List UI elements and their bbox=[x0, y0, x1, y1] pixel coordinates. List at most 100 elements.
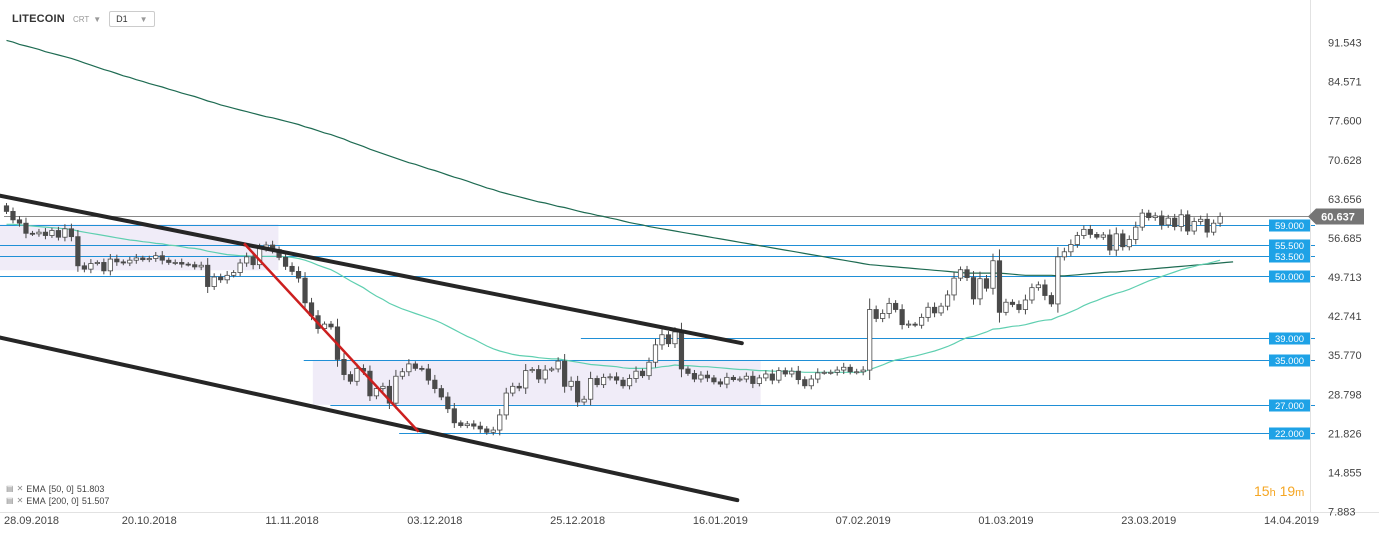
candle bbox=[685, 366, 691, 376]
candle bbox=[665, 331, 672, 348]
candle-body bbox=[1133, 226, 1139, 240]
candle bbox=[841, 362, 847, 375]
close-icon[interactable]: ✕ bbox=[16, 496, 24, 505]
candle bbox=[1035, 281, 1042, 291]
source-selector[interactable]: CRT ▼ bbox=[73, 15, 101, 24]
candle-body bbox=[678, 331, 685, 370]
level-label: 53.500 bbox=[1275, 252, 1304, 263]
y-tick-label: 91.543 bbox=[1328, 38, 1362, 50]
level-label-bg bbox=[1269, 250, 1310, 263]
candle-body bbox=[523, 370, 529, 389]
candle-body bbox=[562, 360, 568, 387]
level-label: 22.000 bbox=[1275, 429, 1304, 440]
y-tick-label: 84.571 bbox=[1328, 77, 1362, 89]
legend-ema200[interactable]: ▤ ✕ EMA [200, 0] 51.507 bbox=[6, 495, 109, 507]
candle bbox=[231, 270, 237, 278]
caret-down-icon: ▼ bbox=[93, 14, 102, 24]
candle bbox=[1126, 235, 1132, 251]
menu-icon[interactable]: ▤ bbox=[6, 484, 14, 493]
level-label-bg bbox=[1269, 219, 1310, 232]
candle bbox=[854, 368, 860, 375]
candle-body bbox=[834, 369, 840, 373]
candle bbox=[295, 266, 302, 283]
candle bbox=[1068, 239, 1074, 257]
candle bbox=[1061, 247, 1067, 261]
menu-icon[interactable]: ▤ bbox=[6, 496, 14, 505]
candle bbox=[198, 261, 204, 271]
candle bbox=[1152, 212, 1158, 221]
candle-body bbox=[1211, 222, 1217, 233]
candle-body bbox=[717, 381, 724, 385]
candle bbox=[1133, 221, 1139, 245]
candle-body bbox=[451, 408, 457, 424]
candle-body bbox=[1178, 214, 1184, 227]
candle bbox=[237, 258, 243, 277]
candle-body bbox=[536, 369, 542, 380]
candle-body bbox=[282, 256, 289, 267]
legend-params: [50, 0] bbox=[48, 484, 74, 494]
candle-body bbox=[756, 377, 762, 384]
candle-body bbox=[399, 371, 405, 377]
legend-ema50[interactable]: ▤ ✕ EMA [50, 0] 51.803 bbox=[6, 483, 109, 495]
candle bbox=[1211, 219, 1217, 236]
candle-body bbox=[1204, 218, 1210, 233]
y-tick-label: 70.628 bbox=[1328, 155, 1362, 167]
last-price-label: 60.637 bbox=[1321, 212, 1355, 224]
candle bbox=[341, 353, 347, 381]
candle-body bbox=[808, 378, 814, 387]
candle bbox=[1048, 292, 1054, 307]
candle-body bbox=[886, 302, 892, 314]
candle bbox=[575, 375, 581, 407]
countdown-hours-unit: h bbox=[1269, 487, 1276, 499]
channel-line bbox=[0, 193, 744, 346]
candle bbox=[516, 382, 522, 392]
candle-body bbox=[101, 262, 107, 272]
candle-body bbox=[672, 331, 678, 345]
candle-body bbox=[490, 429, 496, 433]
candle-body bbox=[166, 259, 172, 263]
candle-body bbox=[179, 262, 185, 265]
candle-body bbox=[393, 375, 399, 404]
candle-body bbox=[1217, 216, 1223, 224]
legend-value: 51.803 bbox=[76, 484, 105, 494]
candle bbox=[282, 253, 289, 270]
range-box bbox=[0, 224, 279, 271]
candle bbox=[88, 259, 94, 274]
close-icon[interactable]: ✕ bbox=[16, 484, 24, 493]
candle-body bbox=[289, 265, 295, 272]
candle-body bbox=[75, 236, 81, 267]
candle bbox=[16, 216, 23, 227]
candle-body bbox=[1009, 301, 1016, 305]
candle bbox=[477, 421, 483, 433]
candle-body bbox=[983, 278, 990, 289]
candle-body bbox=[1165, 217, 1171, 226]
candle bbox=[42, 228, 49, 240]
trend-line bbox=[243, 242, 420, 433]
x-tick-label: 01.03.2019 bbox=[978, 515, 1033, 527]
candle-body bbox=[990, 260, 996, 289]
candle bbox=[432, 374, 438, 394]
candle-body bbox=[782, 370, 788, 375]
candle bbox=[1003, 298, 1009, 316]
candle-body bbox=[42, 231, 49, 236]
candle-body bbox=[639, 370, 646, 377]
source-label: CRT bbox=[72, 14, 90, 24]
candle-body bbox=[821, 371, 827, 374]
candle-body bbox=[626, 378, 633, 387]
candle bbox=[893, 300, 899, 313]
timeframe-selector[interactable]: D1 ▼ bbox=[109, 11, 155, 27]
candle bbox=[133, 253, 139, 264]
candle bbox=[75, 229, 81, 272]
candle bbox=[594, 375, 600, 388]
candle-body bbox=[529, 369, 535, 372]
candle-body bbox=[880, 313, 886, 319]
candle bbox=[815, 368, 821, 384]
candle-body bbox=[127, 259, 133, 264]
candle bbox=[1172, 213, 1178, 231]
candle-body bbox=[1003, 301, 1009, 313]
candle bbox=[1107, 229, 1113, 256]
candle-body bbox=[588, 378, 594, 400]
candle bbox=[549, 366, 555, 372]
candle-body bbox=[1172, 217, 1178, 227]
